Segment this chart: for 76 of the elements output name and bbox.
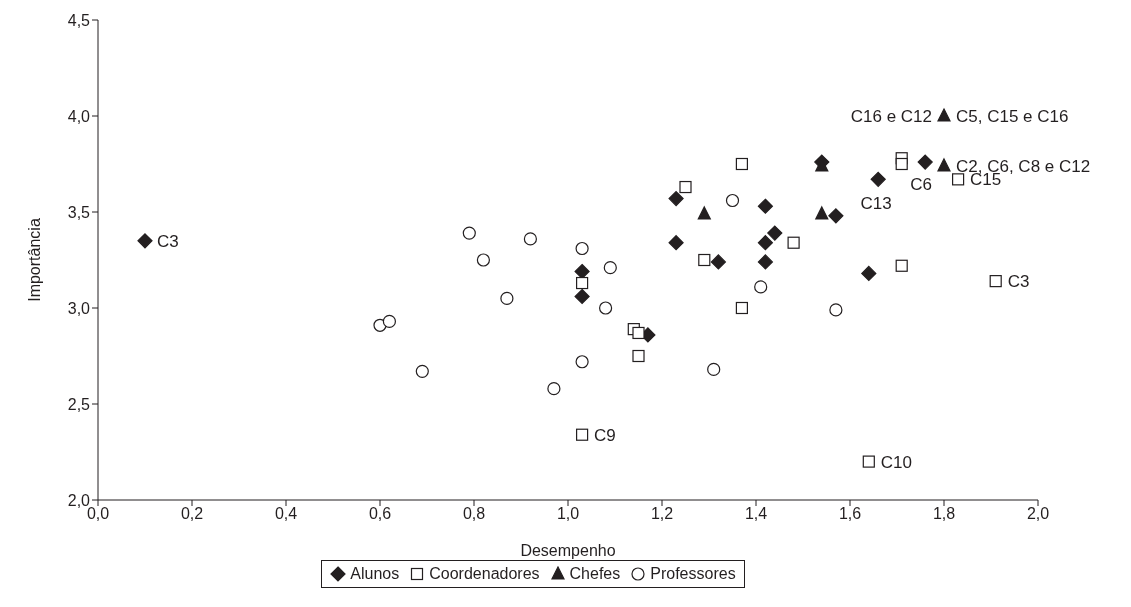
x-axis-title: Desempenho bbox=[520, 542, 616, 559]
annotation: C6 bbox=[910, 175, 933, 195]
x-tick-label: 0,2 bbox=[180, 505, 204, 523]
point bbox=[828, 208, 844, 224]
point bbox=[862, 455, 875, 468]
point bbox=[754, 280, 768, 294]
point bbox=[575, 355, 589, 369]
y-tick-label: 2,5 bbox=[67, 395, 91, 413]
point bbox=[815, 206, 829, 220]
point bbox=[576, 428, 589, 441]
point bbox=[476, 253, 490, 267]
point bbox=[725, 193, 740, 208]
x-tick-label: 0,6 bbox=[368, 505, 392, 523]
point bbox=[632, 326, 645, 340]
point bbox=[415, 364, 429, 378]
x-tick-label: 2,0 bbox=[1026, 505, 1050, 523]
point bbox=[698, 253, 711, 267]
point bbox=[668, 235, 684, 251]
y-axis-title: Importância bbox=[25, 218, 43, 302]
annotation: C10 bbox=[880, 452, 912, 472]
x-tick-label: 0,4 bbox=[274, 505, 298, 523]
y-tick-label: 3,0 bbox=[67, 299, 91, 317]
annotation: C13 bbox=[860, 194, 892, 214]
point bbox=[757, 254, 773, 270]
point bbox=[707, 362, 721, 377]
annotation: C5, C15 e C16 bbox=[956, 107, 1069, 126]
legend-label: Coordenadores bbox=[429, 565, 540, 583]
point bbox=[829, 303, 843, 317]
y-tick-label: 4,5 bbox=[67, 11, 91, 29]
point bbox=[599, 301, 613, 315]
legend-label: Professores bbox=[650, 565, 736, 583]
x-tick-label: 0,0 bbox=[86, 505, 110, 523]
point bbox=[574, 288, 590, 305]
point bbox=[952, 173, 965, 186]
point bbox=[767, 225, 783, 241]
x-tick-label: 1,2 bbox=[650, 505, 674, 523]
point bbox=[735, 301, 748, 315]
x-tick-label: 1,0 bbox=[556, 505, 580, 523]
annotation: C16 e C12 bbox=[850, 107, 932, 126]
point bbox=[382, 314, 396, 329]
point bbox=[462, 226, 476, 240]
point bbox=[575, 241, 589, 256]
point bbox=[547, 382, 561, 396]
x-tick-label: 0,8 bbox=[462, 505, 486, 523]
x-tick-label: 1,8 bbox=[932, 505, 956, 523]
point bbox=[757, 235, 773, 251]
y-tick-label: 4,0 bbox=[67, 107, 91, 125]
point bbox=[870, 171, 886, 187]
point bbox=[895, 157, 908, 171]
legend-label: Chefes bbox=[569, 565, 621, 583]
point bbox=[679, 180, 692, 194]
annotation: C9 bbox=[594, 425, 616, 445]
legend-label: Alunos bbox=[350, 565, 400, 583]
x-tick-label: 1,6 bbox=[838, 505, 862, 523]
point bbox=[895, 259, 908, 272]
point bbox=[137, 233, 153, 249]
point bbox=[500, 291, 514, 305]
point bbox=[937, 108, 951, 122]
point bbox=[989, 275, 1002, 288]
x-tick-label: 1,4 bbox=[744, 505, 768, 523]
point bbox=[757, 198, 773, 214]
point bbox=[523, 232, 537, 246]
point bbox=[735, 157, 748, 171]
point bbox=[937, 158, 951, 172]
point bbox=[710, 254, 726, 270]
y-tick-label: 3,5 bbox=[67, 203, 91, 221]
point bbox=[632, 349, 645, 363]
point bbox=[861, 265, 877, 282]
point bbox=[576, 276, 589, 290]
annotation: C3 bbox=[1007, 272, 1030, 292]
point bbox=[668, 190, 684, 207]
point bbox=[917, 154, 933, 170]
annotation: C3 bbox=[157, 231, 179, 251]
point bbox=[787, 236, 800, 249]
point bbox=[697, 206, 711, 220]
point bbox=[603, 261, 617, 275]
